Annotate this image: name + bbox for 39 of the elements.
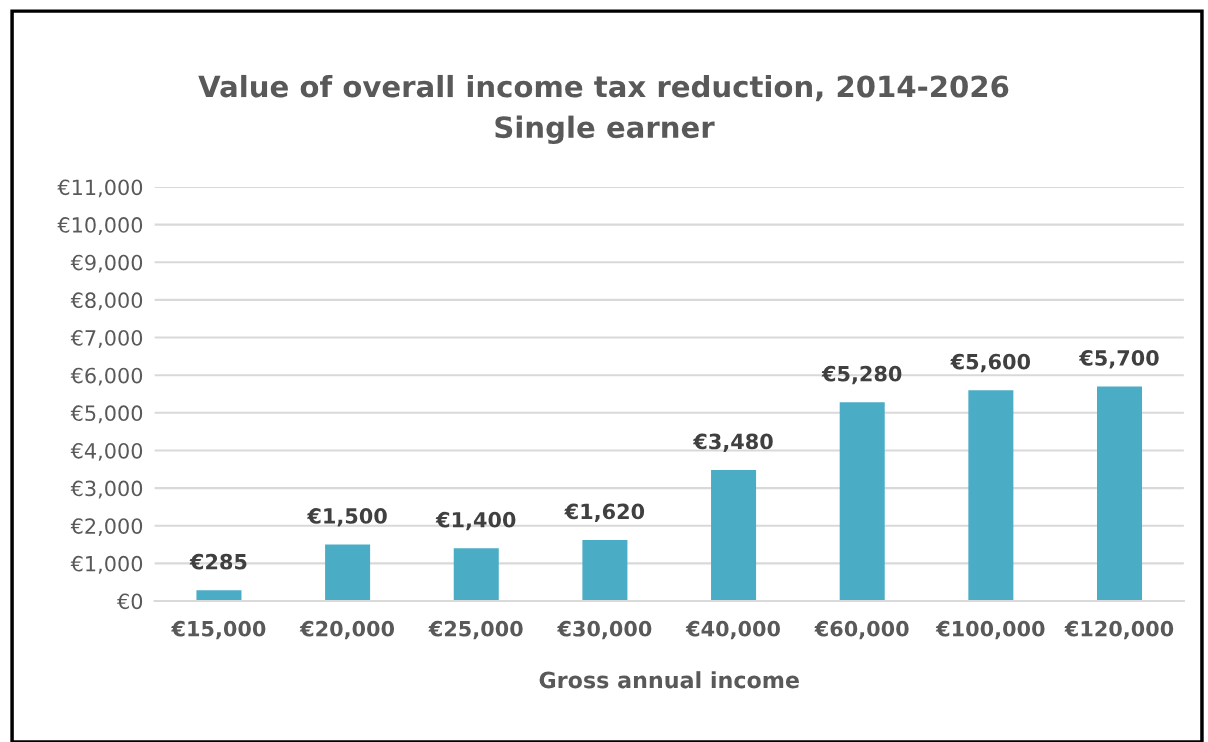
x-axis-title: Gross annual income: [539, 671, 799, 689]
data-label: €5,700: [1078, 350, 1159, 369]
bar: [453, 548, 499, 602]
y-tick-label: €2,000: [70, 518, 143, 537]
y-tick-label: €11,000: [57, 179, 143, 198]
y-tick-label: €8,000: [70, 292, 143, 311]
bar: [196, 590, 242, 602]
data-label: €1,620: [564, 503, 645, 522]
data-label: €5,600: [950, 353, 1031, 373]
y-tick-label: €4,000: [70, 442, 143, 461]
chart-subtitle: Single earner: [495, 115, 715, 145]
y-tick-label: €0: [117, 593, 143, 610]
data-label: €1,500: [307, 508, 387, 527]
y-tick-label: €7,000: [70, 330, 143, 348]
data-label: €5,280: [821, 365, 902, 385]
x-tick-label: €30,000: [557, 620, 652, 640]
y-tick-label: €9,000: [70, 254, 143, 273]
y-tick-label: €1,000: [70, 555, 143, 574]
data-label: €3,480: [692, 433, 773, 452]
y-tick-label: €10,000: [57, 217, 143, 235]
y-tick-label: €5,000: [70, 405, 143, 424]
bar: [325, 544, 371, 602]
x-tick-label: €15,000: [171, 620, 266, 640]
chart-title: Value of overall income tax reduction, 2014-2026: [198, 74, 1009, 102]
bar: [968, 390, 1014, 602]
data-label: €285: [189, 553, 247, 570]
x-tick-label: €120,000: [1064, 620, 1174, 640]
y-tick-label: €6,000: [70, 367, 143, 386]
x-tick-label: €25,000: [428, 620, 523, 640]
x-tick-label: €100,000: [935, 620, 1045, 640]
bar: [582, 540, 628, 602]
y-tick-label: €3,000: [70, 480, 143, 499]
x-tick-label: €20,000: [299, 620, 395, 640]
data-label: €1,400: [435, 511, 516, 531]
bar: [711, 470, 757, 602]
x-tick-label: €40,000: [685, 620, 781, 640]
bar: [839, 402, 885, 602]
x-tick-label: €60,000: [814, 620, 909, 640]
bar: [1097, 386, 1143, 602]
